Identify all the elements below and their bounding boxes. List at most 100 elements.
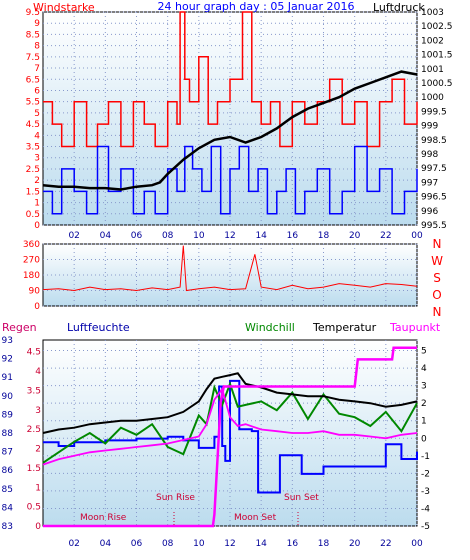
series-taupunkt-line: [42, 387, 418, 466]
series-windchill-line: [42, 380, 418, 464]
annotation-moon-set: Moon Set: [234, 513, 277, 523]
top-left-tick-label: 7.5: [26, 53, 40, 63]
top-right-tick-label: 995.5: [421, 221, 447, 231]
bottom-right-tick-label: 4: [421, 364, 427, 374]
bottom-rain-tick-label: 0.5: [27, 503, 41, 513]
bottom-x-tick-label: 16: [287, 539, 299, 549]
bottom-rain-tick-label: 4.5: [27, 348, 41, 358]
top-x-tick-label: 10: [193, 231, 205, 241]
dir-left-tick-label: 0: [34, 302, 40, 312]
dir-left-tick-label: 180: [23, 271, 40, 281]
bottom-right-tick-label: 3: [421, 382, 427, 392]
top-left-tick-label: 2: [34, 176, 40, 186]
bottom-humidity-tick-label: 91: [2, 373, 13, 383]
dir-compass-letter: W: [431, 254, 443, 268]
top-x-tick-label: 04: [100, 231, 112, 241]
legend-luftfeuchte: Luftfeuchte: [67, 321, 130, 334]
legend-windchill: Windchill: [245, 321, 295, 334]
bottom-right-tick-label: 2: [421, 399, 427, 409]
bottom-rain-tick-label: 3.5: [27, 386, 41, 396]
top-right-tick-label: 1003: [421, 8, 444, 18]
top-right-tick-label: 1002: [421, 36, 444, 46]
top-right-tick-label: 998.5: [421, 136, 447, 146]
dir-left-tick-label: 90: [29, 287, 41, 297]
dir-compass-letter: S: [433, 271, 441, 285]
top-left-tick-label: 5: [34, 109, 40, 119]
top-right-tick-label: 998: [421, 150, 438, 160]
bottom-humidity-tick-label: 83: [2, 522, 13, 532]
top-left-tick-label: 4: [34, 131, 40, 141]
bottom-x-tick-label: 12: [224, 539, 235, 549]
top-x-tick-label: 00: [411, 231, 423, 241]
series-luftfeuchte-line: [43, 379, 418, 494]
top-left-tick-label: 3.5: [26, 143, 40, 153]
panel-direction-background: [42, 243, 418, 307]
bottom-humidity-tick-label: 90: [2, 392, 14, 402]
bottom-humidity-tick-label: 88: [2, 429, 14, 439]
dir-compass-letter: N: [433, 305, 442, 319]
bottom-humidity-tick-label: 87: [2, 448, 13, 458]
top-right-tick-label: 997.5: [421, 164, 447, 174]
top-left-tick-label: 6.5: [26, 75, 40, 85]
series-luftdruck-line: [42, 70, 418, 191]
legend-taupunkt: Taupunkt: [389, 321, 441, 334]
top-right-tick-label: 1001.5: [421, 51, 453, 61]
bottom-humidity-tick-label: 92: [2, 355, 13, 365]
top-right-tick-label: 999.5: [421, 107, 447, 117]
bottom-rain-tick-label: 2: [35, 445, 41, 455]
annotation-sun-rise: Sun Rise: [156, 493, 195, 503]
top-left-tick-label: 2.5: [26, 165, 40, 175]
dir-compass-letter: N: [433, 237, 442, 251]
bottom-x-tick-label: 00: [411, 539, 423, 549]
bottom-right-tick-label: -3: [421, 487, 430, 497]
top-left-tick-label: 5.5: [26, 98, 40, 108]
top-left-tick-label: 3: [34, 154, 40, 164]
top-x-tick-label: 14: [255, 231, 267, 241]
bottom-right-tick-label: -2: [421, 469, 430, 479]
top-right-tick-label: 999: [421, 122, 438, 132]
bottom-right-tick-label: 1: [421, 417, 427, 427]
dir-left-tick-label: 270: [23, 256, 40, 266]
top-x-tick-label: 12: [224, 231, 235, 241]
top-right-tick-label: 1002.5: [421, 22, 453, 32]
top-right-tick-label: 1000: [421, 93, 444, 103]
top-left-tick-label: 6: [34, 86, 40, 96]
ticks-layer: 02 04 06 08 10 12 14 16 18 20 22 0000.511.522.533.5…: [2, 8, 453, 549]
bottom-rain-tick-label: 4: [35, 367, 41, 377]
bottom-humidity-tick-label: 93: [2, 336, 13, 346]
top-right-tick-label: 997: [421, 178, 438, 188]
top-left-tick-label: 0: [34, 221, 40, 231]
dir-left-tick-label: 360: [23, 240, 40, 250]
series-windrichtung-line: [42, 245, 418, 292]
bottom-rain-tick-label: 0: [35, 522, 41, 532]
bottom-x-tick-label: 08: [162, 539, 174, 549]
bottom-humidity-tick-label: 85: [2, 485, 13, 495]
bottom-right-tick-label: -5: [421, 522, 430, 532]
bottom-humidity-tick-label: 89: [2, 410, 14, 420]
series-temperatur-line: [42, 372, 418, 434]
top-left-tick-label: 1: [34, 199, 40, 209]
bottom-x-tick-label: 14: [255, 539, 267, 549]
left-axis-title-windstarke: Windstarke: [33, 1, 95, 14]
legend-regen: Regen: [2, 321, 37, 334]
annotation-moon-rise: Moon Rise: [80, 513, 127, 523]
top-left-tick-label: 9.5: [26, 8, 40, 18]
bottom-x-tick-label: 22: [380, 539, 391, 549]
top-left-tick-label: 1.5: [26, 187, 40, 197]
bottom-right-tick-label: 0: [421, 434, 427, 444]
series-layer: [42, 11, 418, 528]
legend-temperatur: Temperatur: [312, 321, 377, 334]
bottom-x-tick-label: 18: [318, 539, 330, 549]
bottom-x-tick-label: 06: [131, 539, 143, 549]
bottom-right-tick-label: -1: [421, 452, 430, 462]
top-x-tick-label: 22: [380, 231, 391, 241]
top-left-tick-label: 8.5: [26, 30, 40, 40]
top-left-tick-label: 9: [34, 19, 40, 29]
bottom-x-tick-label: 04: [100, 539, 112, 549]
top-right-tick-label: 996: [421, 207, 438, 217]
chart-title: 24 hour graph day : 05 Januar 2016: [158, 0, 355, 13]
bottom-rain-tick-label: 3: [35, 406, 41, 416]
bottom-x-tick-label: 20: [349, 539, 361, 549]
